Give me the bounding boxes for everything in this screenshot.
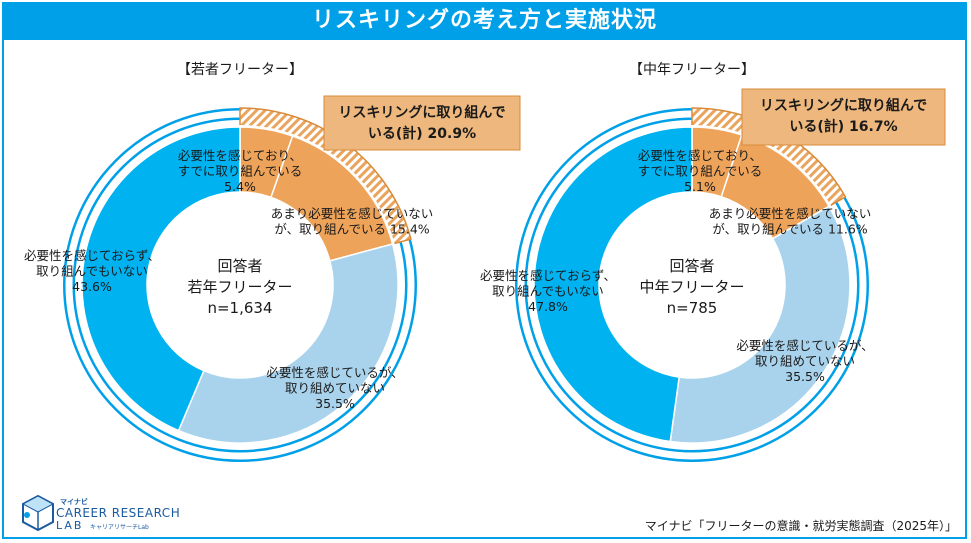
chart1-slice-label-3-line-0: 必要性を感じておらず、 — [480, 268, 616, 283]
chart1-slice-label-1-line-1: が、取り組んでいる 11.6% — [712, 222, 867, 237]
chart0-center-label-line-0: 回答者 — [217, 257, 262, 275]
chart0-gap-ring — [80, 125, 400, 445]
chart1-slice-label-3-line-1: 取り組んでもいない — [492, 284, 604, 299]
chart1-slice-label-2-line-1: 取り組めていない — [755, 354, 855, 369]
chart0-slice-label-0-line-0: 必要性を感じており、 — [178, 148, 302, 163]
logo-name: CAREER RESEARCH — [56, 506, 181, 520]
chart0-slice-2 — [177, 243, 399, 444]
chart0-slice-label-0-line-2: 5.4% — [224, 179, 256, 194]
chart0-callout-text-line-0: リスキリングに取り組んで — [338, 104, 505, 121]
chart0-title: 【若者フリーター】 — [177, 62, 303, 78]
logo-kana: キャリアリサーチLab — [90, 524, 149, 531]
logo — [18, 493, 178, 533]
chart0-slice-label-1-line-1: が、取り組んでいる 15.4% — [274, 222, 429, 237]
chart1-title: 【中年フリーター】 — [629, 62, 755, 78]
chart0-slice-label-2-line-0: 必要性を感じているが、 — [266, 365, 403, 380]
chart0-center-label-line-1: 若年フリーター — [187, 278, 292, 296]
page-title: リスキリングの考え方と実施状況 — [2, 2, 967, 40]
chart1-slice-label-3-line-2: 47.8% — [528, 299, 568, 314]
logo-brand: マイナビ — [60, 498, 88, 506]
chart1-callout-box — [741, 88, 946, 146]
chart1-slice-label-0-line-1: すでに取り組んでいる — [638, 164, 763, 179]
chart0-slice-label-1-line-0: あまり必要性を感じていない — [271, 206, 434, 221]
chart0-slice-3 — [81, 126, 241, 432]
chart1-center-label-line-0: 回答者 — [669, 257, 714, 275]
chart1-center-label-line-2: n=785 — [667, 299, 718, 317]
chart1-center-label-line-1: 中年フリーター — [639, 278, 744, 296]
chart0-callout-box — [323, 95, 521, 151]
chart0-callout-text-line-1: いる(計) 20.9% — [368, 125, 476, 142]
chart1-slice-label-2-line-2: 35.5% — [785, 369, 825, 384]
chart0-slice-label-0-line-1: すでに取り組んでいる — [178, 164, 303, 179]
chart0-center-label-line-2: n=1,634 — [207, 299, 272, 317]
chart1-slice-3 — [533, 126, 693, 443]
logo-lab: LAB — [56, 519, 84, 532]
chart0-slice-label-3-line-0: 必要性を感じておらず、 — [24, 248, 160, 263]
chart1-callout-text-line-0: リスキリングに取り組んで — [760, 97, 927, 114]
chart1-callout-text-line-1: いる(計) 16.7% — [789, 118, 897, 135]
logo-cube-icon — [21, 494, 55, 532]
chart1-slice-label-0-line-2: 5.1% — [684, 179, 716, 194]
chart1-slice-label-2-line-0: 必要性を感じているが、 — [736, 338, 873, 353]
chart1-gap-ring — [532, 125, 852, 445]
chart0-slice-label-3-line-2: 43.6% — [72, 279, 112, 294]
chart1-slice-label-0-line-0: 必要性を感じており、 — [638, 148, 762, 163]
source-note: マイナビ「フリーターの意識・就労実態調査（2025年）」 — [644, 519, 957, 533]
chart0-slice-label-3-line-1: 取り組んでもいない — [36, 264, 148, 279]
chart1-slice-label-1-line-0: あまり必要性を感じていない — [709, 206, 872, 221]
chart0-slice-label-2-line-2: 35.5% — [315, 396, 355, 411]
chart0-slice-label-2-line-1: 取り組めていない — [285, 381, 385, 396]
chart1-slice-2 — [669, 205, 851, 444]
